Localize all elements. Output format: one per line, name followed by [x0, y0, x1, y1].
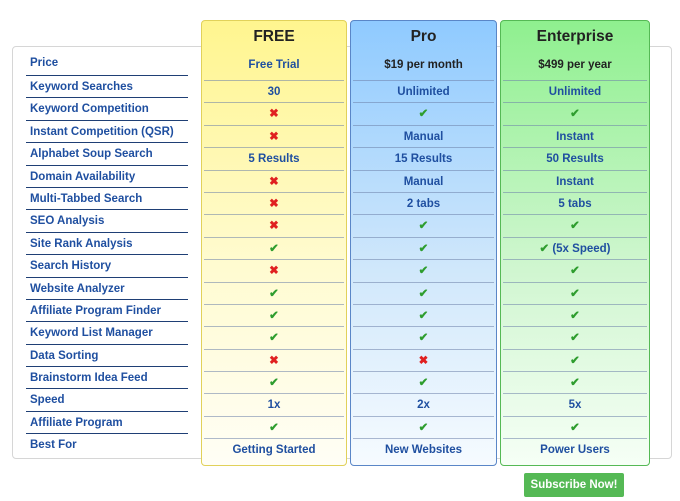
feature-value: 5 tabs [503, 191, 647, 214]
checkmark-icon: ✔ [503, 371, 647, 393]
plan-column-pro: Pro $19 per month Unlimited ✔ Manual 15 Resul… [350, 20, 497, 466]
feature-label: Brainstorm Idea Feed [26, 367, 188, 390]
feature-value: 5 Results [204, 147, 344, 169]
cross-icon: ✖ [204, 191, 344, 214]
checkmark-icon: ✔ [353, 303, 494, 326]
checkmark-icon: ✔ [204, 281, 344, 304]
checkmark-icon: ✔ [353, 326, 494, 348]
feature-label: Affiliate Program Finder [26, 300, 188, 323]
checkmark-icon: ✔ [503, 102, 647, 124]
checkmark-icon: ✔ [204, 415, 344, 438]
checkmark-icon: ✔ [539, 242, 553, 255]
checkmark-icon: ✔ [204, 326, 344, 348]
plan-column-free: FREE Free Trial 30 ✖ ✖ 5 Results ✖ ✖ ✖ ✔ ✖ ✔ ✔ ✔ ✖ ✔ 1x ✔… [201, 20, 347, 466]
feature-label: Best For [30, 439, 77, 452]
checkmark-icon: ✔ [503, 259, 647, 281]
feature-value: Unlimited [353, 80, 494, 102]
feature-value: Instant [503, 169, 647, 192]
plan-name: Pro [410, 28, 437, 45]
checkmark-icon: ✔ [353, 281, 494, 304]
checkmark-icon: ✔ [353, 102, 494, 124]
cross-icon: ✖ [204, 169, 344, 192]
feature-value: 15 Results [353, 147, 494, 169]
feature-label: Keyword Searches [26, 76, 188, 99]
checkmark-icon: ✔ [353, 371, 494, 393]
feature-label: SEO Analysis [26, 210, 188, 233]
checkmark-icon: ✔ [204, 303, 344, 326]
plan-price: Free Trial [248, 59, 300, 71]
feature-value: 2x [353, 393, 494, 415]
feature-label: Affiliate Program [26, 412, 188, 435]
cross-icon: ✖ [204, 124, 344, 147]
feature-label: Site Rank Analysis [26, 233, 188, 256]
feature-label: Website Analyzer [26, 278, 188, 300]
checkmark-icon: ✔ [503, 281, 647, 304]
checkmark-icon: ✔ [353, 214, 494, 236]
feature-value: Power Users [503, 438, 647, 460]
feature-value: 1x [204, 393, 344, 415]
feature-value: ✔ (5x Speed) [503, 236, 647, 259]
feature-value: Instant [503, 124, 647, 147]
feature-label: Domain Availability [26, 166, 188, 188]
plan-column-enterprise: Enterprise $499 per year Unlimited ✔ Instant… [500, 20, 650, 466]
feature-label: Multi-Tabbed Search [26, 188, 188, 211]
feature-value: Getting Started [204, 438, 344, 460]
subscribe-button[interactable]: Subscribe Now! [524, 473, 624, 497]
feature-label: Price [26, 50, 188, 76]
feature-value: Unlimited [503, 80, 647, 102]
plan-price: $499 per year [538, 59, 612, 71]
feature-value: Manual [353, 169, 494, 192]
plan-price: $19 per month [384, 59, 463, 71]
checkmark-icon: ✔ [503, 415, 647, 438]
feature-value: 30 [204, 80, 344, 102]
feature-label: Data Sorting [26, 345, 188, 368]
feature-label: Instant Competition (QSR) [26, 121, 188, 144]
checkmark-icon: ✔ [204, 236, 344, 259]
checkmark-icon: ✔ [503, 214, 647, 236]
cross-icon: ✖ [204, 259, 344, 281]
feature-value: 5x [503, 393, 647, 415]
checkmark-icon: ✔ [204, 371, 344, 393]
cross-icon: ✖ [204, 102, 344, 124]
feature-label: Keyword Competition [26, 98, 188, 121]
plan-name: Enterprise [536, 28, 614, 45]
checkmark-icon: ✔ [503, 303, 647, 326]
feature-label: Search History [26, 255, 188, 278]
feature-label: Keyword List Manager [26, 322, 188, 345]
cross-icon: ✖ [204, 348, 344, 371]
feature-value: New Websites [353, 438, 494, 460]
checkmark-icon: ✔ [503, 326, 647, 348]
feature-value: Manual [353, 124, 494, 147]
cross-icon: ✖ [353, 348, 494, 371]
feature-label: Alphabet Soup Search [26, 143, 188, 166]
feature-label: Speed [26, 389, 188, 412]
checkmark-icon: ✔ [353, 259, 494, 281]
feature-value: 50 Results [503, 147, 647, 169]
feature-value: 2 tabs [353, 191, 494, 214]
plan-name: FREE [253, 28, 295, 45]
feature-value-text: (5x Speed) [552, 242, 611, 255]
feature-labels: Price Keyword Searches Keyword Competition… [26, 50, 188, 457]
checkmark-icon: ✔ [353, 415, 494, 438]
checkmark-icon: ✔ [353, 236, 494, 259]
checkmark-icon: ✔ [503, 348, 647, 371]
cross-icon: ✖ [204, 214, 344, 236]
